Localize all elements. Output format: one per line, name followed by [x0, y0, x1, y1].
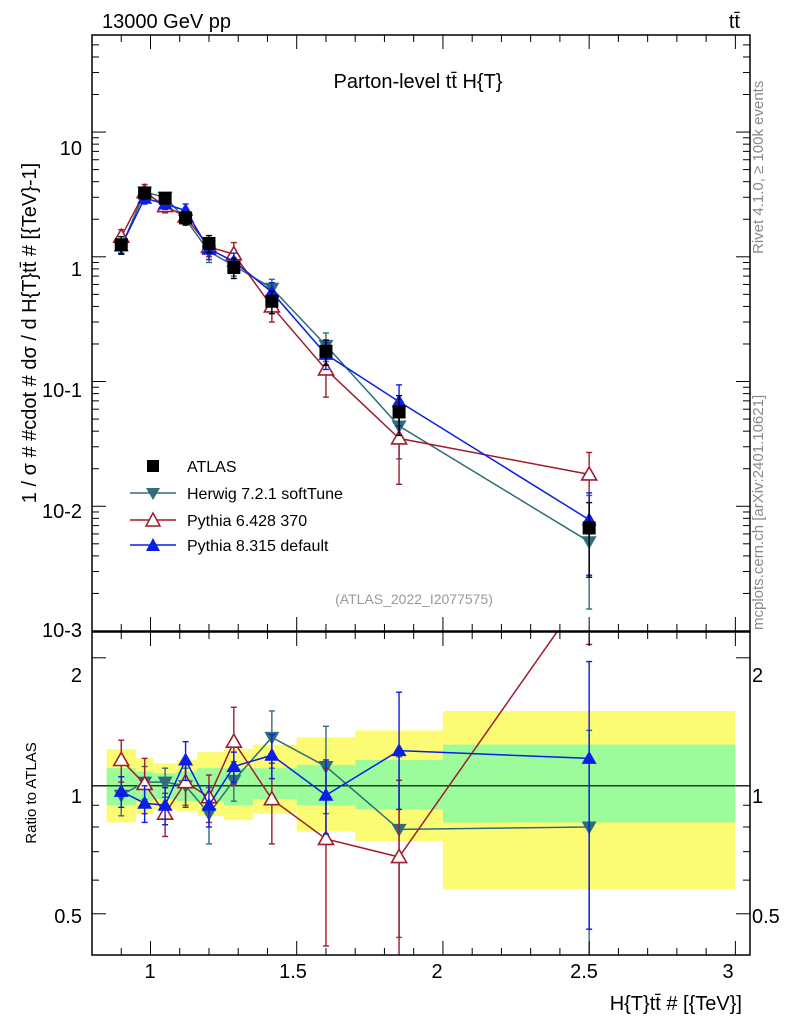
main-point-atlas	[582, 521, 596, 535]
ratio-series-layer	[112, 632, 597, 955]
main-ytick-label-0.01-text: 10-2	[42, 501, 82, 523]
mcplots-side-label: mcplots.cern.ch [arXiv:2401.10621]	[750, 395, 767, 630]
main-y-axis-label: 1 / σ # #cdot # dσ / d H{T}tt̄ # [{TeV}-…	[19, 163, 41, 503]
main-point-pythia-6-428-370	[390, 429, 408, 445]
main-series-layer	[112, 183, 599, 610]
legend-label-herwig: Herwig 7.2.1 softTune	[187, 486, 343, 503]
analysis-watermark: (ATLAS_2022_I2077575)	[335, 591, 493, 607]
ratio-y-axis-label: Ratio to ATLAS	[23, 742, 40, 843]
ratio-point-pythia-8-315-default	[137, 795, 153, 809]
legend-marker-atlas	[147, 460, 159, 472]
main-point-atlas	[114, 238, 128, 252]
header-left-label: 13000 GeV pp	[102, 11, 231, 33]
xtick-label-1: 1	[144, 961, 155, 983]
ratio-ytick-label-0.5-left: 0.5	[54, 906, 82, 928]
ratio-band-inner	[252, 768, 297, 800]
xtick-label-1.5: 1.5	[279, 961, 307, 983]
ratio-point-pythia-8-315-default	[178, 752, 194, 766]
chart-title: Parton-level tt̄ H{T}	[334, 71, 503, 93]
ratio-point-pythia-8-315-default	[318, 787, 334, 801]
main-point-atlas	[265, 294, 279, 308]
legend-entry-pythia8: Pythia 8.315 default	[130, 538, 329, 555]
ratio-point-pythia-6-428-370	[262, 790, 281, 806]
legend-entry-pythia6: Pythia 6.428 370	[130, 511, 307, 530]
xtick-label-2.5: 2.5	[570, 961, 598, 983]
main-ytick-label-0.001: 10-3	[42, 620, 82, 642]
ratio-point-pythia-8-315-default	[391, 743, 407, 757]
legend-label-pythia8: Pythia 8.315 default	[187, 538, 329, 555]
xtick-label-2: 2	[431, 961, 442, 983]
ratio-line-pythia-6-428-370	[120, 632, 558, 858]
main-point-atlas	[392, 405, 406, 419]
main-ytick-label-1: 1	[71, 259, 82, 281]
main-y-tick-labels: 10 1 10-1 10-2 10-3	[42, 138, 82, 642]
header-right-label: tt̄	[729, 11, 741, 33]
legend-label-pythia6: Pythia 6.428 370	[187, 513, 307, 530]
main-point-atlas	[138, 186, 152, 200]
main-point-atlas	[319, 344, 333, 358]
ratio-panel: 2 1 0.5 2 1 0.5 Ratio to ATLAS 1 1.5 2 2…	[23, 631, 780, 1015]
main-ytick-label-0.01: 10-2	[42, 501, 82, 523]
xtick-label-3: 3	[722, 961, 733, 983]
legend-marker-pythia8	[146, 538, 160, 551]
main-ytick-label-0.1: 10-1	[42, 380, 82, 402]
main-frame	[91, 34, 751, 632]
ratio-point-pythia-8-315-default	[157, 797, 173, 811]
main-ytick-label-0.001-text: 10-3	[42, 620, 82, 642]
ratio-point-pythia-8-315-default	[581, 750, 597, 764]
main-line-pythia-8-315-default	[120, 197, 590, 521]
ratio-point-pythia-6-428-370	[176, 773, 195, 789]
main-series-atlas	[114, 186, 596, 578]
x-axis-label: H{T}tt̄ # [{TeV}]	[610, 993, 742, 1015]
ratio-ytick-label-1-right: 1	[752, 786, 763, 808]
main-axis-ticks	[91, 34, 750, 632]
ratio-band-inner	[223, 768, 253, 806]
ratio-ytick-label-0.5-right: 0.5	[752, 906, 780, 928]
ratio-point-pythia-6-428-370	[317, 829, 335, 846]
ratio-point-pythia-6-428-370	[112, 750, 131, 767]
legend-entry-herwig: Herwig 7.2.1 softTune	[130, 486, 343, 503]
main-ytick-label-10: 10	[60, 138, 82, 160]
ratio-point-pythia-6-428-370	[224, 732, 243, 748]
main-point-atlas	[158, 191, 172, 205]
ratio-ytick-label-2-right: 2	[752, 665, 763, 687]
legend-label-atlas: ATLAS	[187, 459, 237, 476]
main-ytick-label-0.1-text: 10-1	[42, 380, 82, 402]
legend: ATLAS Herwig 7.2.1 softTune Pythia 6.428…	[130, 459, 343, 555]
ratio-line-herwig-7-2-1-softtune	[120, 736, 590, 831]
legend-entry-atlas: ATLAS	[147, 459, 237, 476]
ratio-axis-ticks	[91, 632, 750, 955]
legend-marker-herwig	[146, 488, 160, 500]
main-point-atlas	[227, 261, 241, 275]
ratio-point-pythia-8-315-default	[264, 747, 280, 761]
ratio-line-pythia-8-315-default	[120, 749, 590, 807]
main-line-herwig-7-2-1-softtune	[120, 191, 590, 543]
ratio-point-pythia-8-315-default	[113, 783, 129, 797]
legend-marker-pythia6	[144, 511, 162, 527]
ratio-ytick-label-2-left: 2	[71, 665, 82, 687]
main-line-pythia-6-428-370	[120, 191, 590, 476]
main-point-atlas	[179, 211, 193, 225]
main-point-pythia-6-428-370	[580, 465, 599, 481]
ratio-series-pythia-8-315-default	[113, 660, 597, 930]
ratio-point-herwig-7-2-1-softtune	[157, 776, 173, 790]
ratio-frame	[91, 631, 751, 956]
ratio-point-pythia-8-315-default	[201, 797, 217, 811]
ratio-point-pythia-6-428-370	[390, 847, 408, 864]
rivet-side-label: Rivet 4.1.0, ≥ 100k events	[750, 81, 767, 254]
main-point-atlas	[202, 236, 216, 250]
ratio-ytick-label-1-left: 1	[71, 786, 82, 808]
ratio-point-pythia-8-315-default	[226, 759, 242, 773]
ratio-uncertainty-bands	[92, 710, 750, 890]
main-panel: 10 1 10-1 10-2 10-3 Parton-level tt̄ H{T…	[19, 34, 751, 642]
